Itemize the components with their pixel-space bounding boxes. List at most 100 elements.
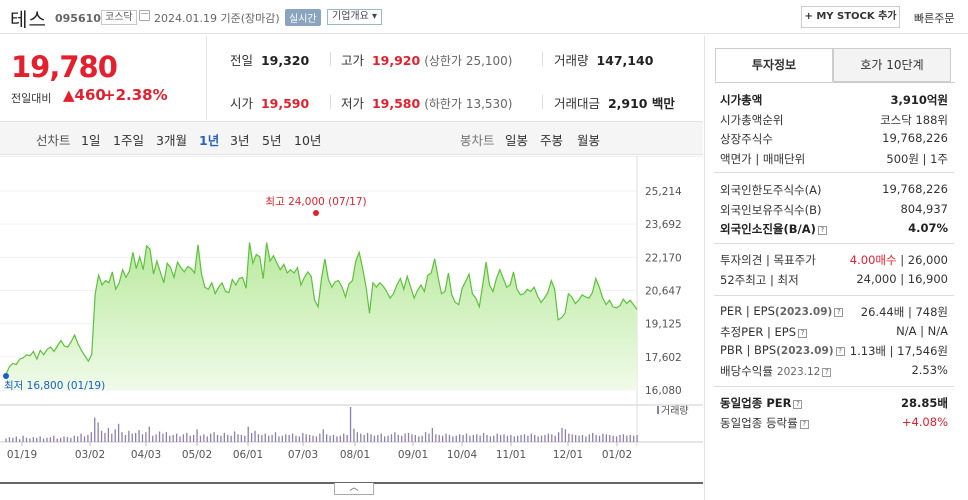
volume-bar: [169, 435, 171, 442]
volume-bar: [186, 432, 188, 442]
volume-bar: [612, 435, 614, 442]
tab-weekly[interactable]: 주봉: [540, 133, 564, 148]
info-value: 804,937: [900, 201, 948, 216]
tab-1w[interactable]: 1주일: [113, 133, 144, 148]
volume-bar: [428, 433, 430, 442]
volume-bar: [390, 434, 393, 442]
info-tooltip-icon[interactable]: ?: [822, 367, 832, 377]
tab-1d[interactable]: 1일: [81, 133, 101, 148]
info-value: 28.85배: [901, 396, 948, 410]
info-tooltip-icon[interactable]: ?: [798, 328, 808, 338]
tab-1y[interactable]: 1년: [199, 133, 220, 148]
calendar-icon: [139, 10, 150, 21]
tab-10y[interactable]: 10년: [294, 133, 322, 148]
volume-bar: [605, 434, 608, 442]
volume-value: 147,140: [596, 53, 654, 68]
tab-3m[interactable]: 3개월: [156, 133, 187, 148]
volume-bar: [199, 435, 202, 442]
market-badge: 코스닥: [101, 10, 137, 25]
info-value: 19,768,226: [882, 182, 948, 196]
volume-bar: [486, 435, 488, 442]
volume-bar: [575, 435, 577, 442]
volume-bar: [107, 428, 110, 442]
quick-order-link[interactable]: 빠른주문: [914, 12, 955, 25]
x-tick-label: 06/01: [233, 449, 263, 461]
info-row: 외국인한도주식수(A) 19,768,226: [718, 182, 950, 201]
realtime-button[interactable]: 실시간: [285, 9, 321, 26]
collapse-chevron-up-icon[interactable]: ︿: [334, 483, 374, 495]
price-chart[interactable]: 25,214 23,692 22,170 20,647 19,125 17,602 16,0…: [0, 156, 703, 496]
info-value: 4.07%: [908, 221, 948, 235]
change-label: 전일대비: [11, 92, 52, 105]
info-tooltip-icon[interactable]: ?: [835, 347, 845, 356]
volume-bar: [80, 433, 82, 442]
volume-bar: [418, 436, 420, 442]
trade-amount: 거래대금 2,910 백만: [554, 93, 675, 112]
info-label: 외국인보유주식수(B): [720, 202, 822, 217]
info-label: 동일업종 등락률?: [720, 415, 809, 431]
info-row: 추정PER | EPS? N/A | N/A: [718, 324, 950, 343]
info-label: 투자의견 | 목표주가: [720, 253, 816, 267]
volume-bar: [510, 435, 512, 442]
tab-3y[interactable]: 3년: [230, 133, 250, 148]
tab-order-book[interactable]: 호가 10단계: [833, 48, 951, 82]
volume-bar: [111, 433, 113, 442]
volume-bar: [203, 434, 205, 442]
volume-bar: [196, 429, 198, 442]
info-row: 동일업종 등락률? +4.08%: [718, 415, 950, 434]
volume-bar: [148, 426, 150, 442]
info-tooltip-icon[interactable]: ?: [793, 400, 803, 409]
prev-close-value: 19,320: [260, 53, 310, 68]
company-info-dropdown[interactable]: 기업개요 ▾: [327, 9, 382, 25]
info-tooltip-icon[interactable]: ?: [834, 308, 844, 317]
volume-bar: [46, 437, 48, 442]
volume-legend-label: 거래량: [661, 405, 689, 417]
info-tooltip-icon[interactable]: ?: [817, 226, 827, 235]
info-divider: [714, 172, 954, 173]
x-tick-label: 12/01: [553, 449, 583, 461]
info-row: 52주최고 | 최저 24,000 | 16,900: [718, 272, 950, 291]
info-divider: [714, 295, 954, 296]
volume-bar: [622, 434, 625, 442]
info-row: 시가총액 3,910억원: [718, 92, 950, 111]
tab-monthly[interactable]: 월봉: [577, 133, 601, 148]
volume-bar: [264, 433, 266, 442]
line-chart-label: 선차트: [36, 133, 71, 148]
volume-bar: [534, 435, 536, 442]
info-row: 상장주식수 19,768,226: [718, 131, 950, 150]
open-label: 시가: [230, 96, 254, 111]
volume-bar: [5, 438, 7, 442]
tab-5y[interactable]: 5년: [262, 133, 282, 148]
volume-bar: [281, 435, 283, 442]
volume-bar: [517, 435, 519, 442]
x-tick-label: 11/01: [496, 449, 526, 461]
high-marker: [313, 210, 319, 216]
volume-bar: [581, 435, 584, 442]
volume-bar: [619, 435, 621, 442]
volume-bar: [135, 432, 137, 442]
price-line: [5, 242, 638, 375]
info-value: +4.08%: [901, 414, 948, 429]
info-tooltip-icon[interactable]: ?: [799, 419, 809, 429]
volume-bar: [353, 428, 355, 442]
my-stock-add-button[interactable]: + MY STOCK 추가: [801, 6, 900, 28]
volume-bar: [210, 433, 212, 442]
info-value: 3,910억원: [890, 93, 948, 107]
volume-bar: [250, 432, 253, 442]
volume-bar: [462, 435, 464, 442]
volume-bar: [380, 433, 382, 442]
volume-bar: [441, 435, 444, 442]
tab-investment-info[interactable]: 투자정보: [715, 48, 833, 82]
tab-daily[interactable]: 일봉: [505, 133, 529, 148]
volume: 거래량 147,140: [554, 50, 653, 69]
volume-bar: [90, 432, 92, 442]
prev-close-label: 전일: [230, 53, 254, 68]
divider: [330, 95, 331, 109]
info-value: 500원 | 1주: [886, 151, 948, 166]
volume-bar: [298, 436, 301, 442]
info-label: 배당수익률 2023.12?: [720, 363, 832, 379]
y-tick-label: 23,692: [645, 219, 682, 231]
volume-bar: [561, 428, 563, 442]
volume-bar: [19, 439, 21, 442]
info-value: 24,000 | 16,900: [856, 271, 948, 286]
